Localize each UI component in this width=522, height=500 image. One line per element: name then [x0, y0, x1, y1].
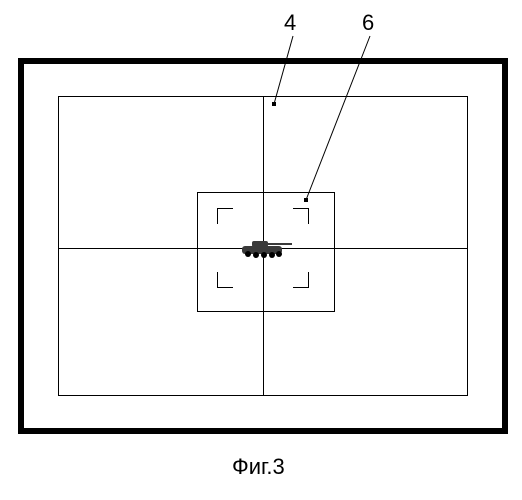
reticle-corner-bl — [217, 272, 233, 288]
callout-label-4: 4 — [284, 10, 296, 36]
reticle-corner-tr — [293, 208, 309, 224]
tank-icon — [236, 238, 294, 258]
reticle-corner-br — [293, 272, 309, 288]
figure-caption: Фиг.3 — [232, 454, 285, 480]
reticle-corner-tl — [217, 208, 233, 224]
figure-canvas: 4 6 Фиг.3 — [0, 0, 522, 500]
callout-label-6: 6 — [362, 10, 374, 36]
